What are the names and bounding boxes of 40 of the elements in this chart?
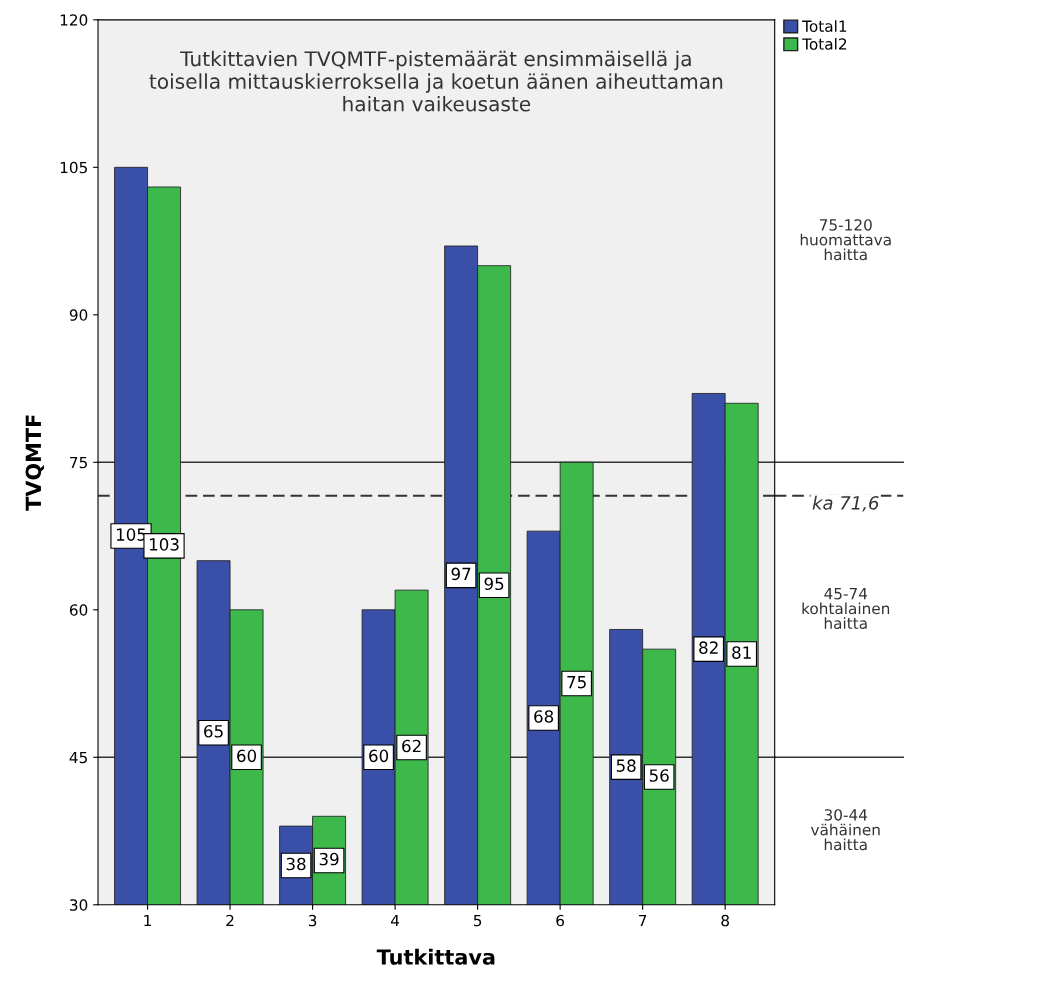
data-label: 97 — [451, 567, 471, 581]
text: 75-120 huomattava haitta — [800, 219, 891, 261]
text: 30-44 vähäinen haitta — [810, 809, 880, 851]
data-label: 103 — [149, 538, 179, 551]
data-label: 105 — [116, 528, 146, 541]
y-axis-title: TVQMTF — [25, 415, 44, 511]
data-label: 75 — [567, 675, 586, 689]
data-label: 81 — [732, 646, 751, 659]
x-tick-label: 7 — [639, 914, 647, 927]
text: 45-74 kohtalainen haitta — [802, 588, 890, 630]
data-label: 82 — [699, 641, 718, 654]
x-tick-label: 2 — [226, 914, 234, 927]
x-axis-title: Tutkittava — [376, 948, 495, 965]
text: Tutkittavien TVQMTF-pistemäärät ensimmäisellä ja toisella mittauskierroksella ja koetun äänen aiheuttaman haitan vaikeusaste — [149, 50, 723, 112]
data-label: 39 — [319, 852, 339, 866]
legend-label: Total2 — [802, 37, 847, 50]
legend-label: Total1 — [802, 20, 847, 32]
data-label: 58 — [616, 759, 636, 772]
y-tick-label: 60 — [69, 604, 88, 616]
x-tick-label: 4 — [390, 914, 400, 927]
y-tick-label: 30 — [70, 899, 88, 911]
data-label: 60 — [237, 749, 257, 763]
y-tick-label: 45 — [69, 751, 87, 764]
data-label: 56 — [649, 769, 669, 782]
x-tick-label: 3 — [308, 914, 317, 927]
data-label: 60 — [369, 749, 389, 763]
data-label: 65 — [204, 724, 223, 738]
y-tick-label: 120 — [60, 14, 88, 26]
data-label: 95 — [484, 577, 504, 591]
data-label: 68 — [534, 710, 554, 723]
x-tick-label: 8 — [721, 914, 729, 927]
x-tick-label: 6 — [556, 914, 565, 927]
x-tick-label: 1 — [144, 914, 151, 927]
ref-line-label: ka 71,6 — [812, 495, 879, 512]
y-tick-label: 90 — [69, 309, 88, 321]
x-tick-label: 5 — [473, 914, 482, 927]
data-label: 38 — [286, 857, 306, 871]
y-tick-label: 75 — [70, 456, 87, 469]
y-tick-label: 105 — [60, 161, 87, 174]
data-label: 62 — [402, 739, 421, 753]
